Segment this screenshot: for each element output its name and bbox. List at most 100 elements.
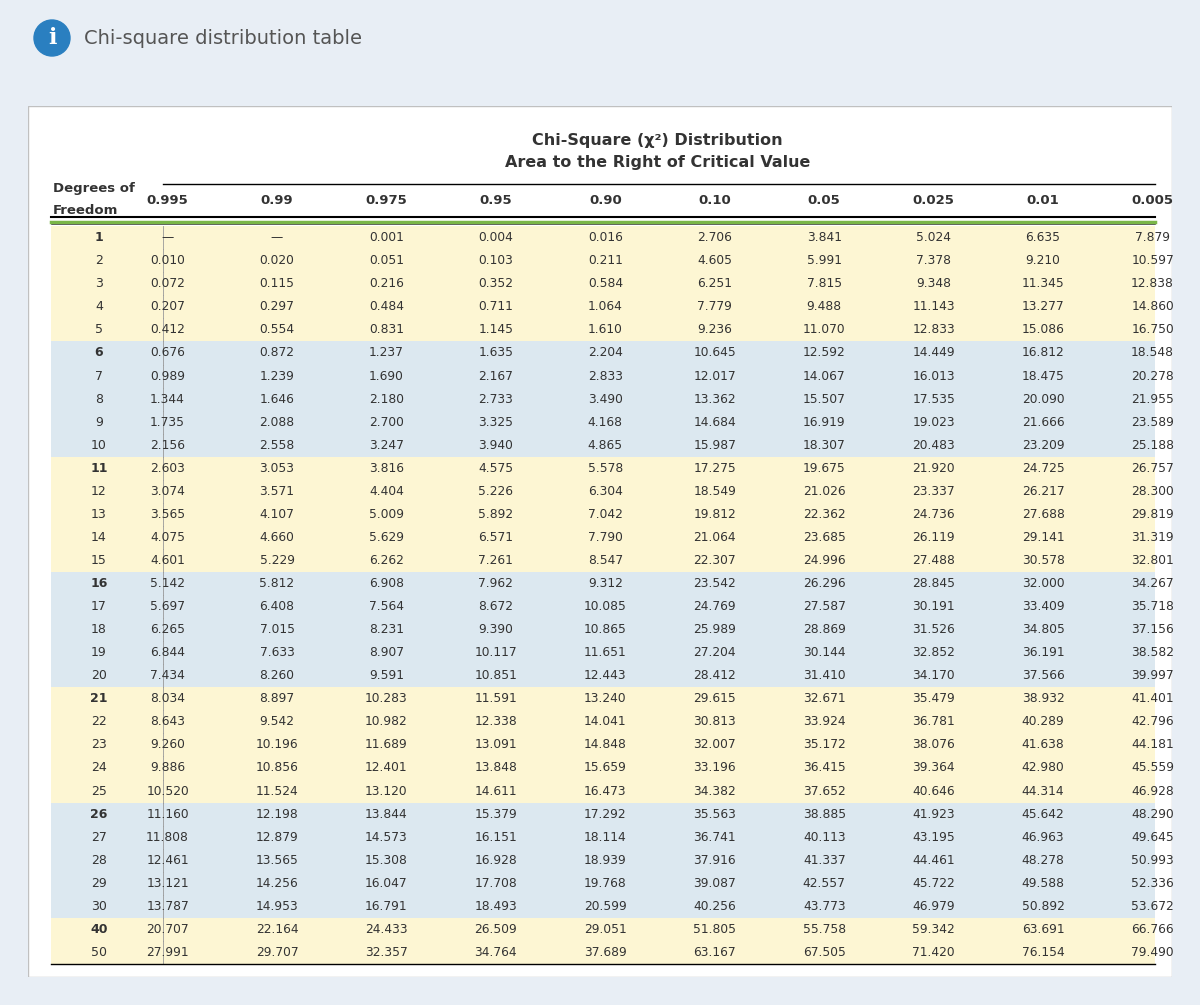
Text: 21.026: 21.026 — [803, 484, 846, 497]
Text: 7.564: 7.564 — [368, 600, 404, 613]
Text: 24.433: 24.433 — [365, 923, 408, 936]
Text: 24.725: 24.725 — [1021, 461, 1064, 474]
Text: 16.013: 16.013 — [912, 370, 955, 383]
Text: 41.337: 41.337 — [803, 853, 846, 866]
Text: 26.119: 26.119 — [912, 531, 955, 544]
Bar — [50, 572, 1154, 595]
Text: 49.588: 49.588 — [1021, 876, 1064, 889]
Text: 3.325: 3.325 — [479, 416, 514, 429]
Bar — [50, 365, 1154, 388]
Text: 0.115: 0.115 — [259, 277, 294, 290]
Text: 16.812: 16.812 — [1021, 347, 1064, 360]
Text: 21.064: 21.064 — [694, 531, 736, 544]
Text: 32.801: 32.801 — [1132, 554, 1174, 567]
Text: 6.251: 6.251 — [697, 277, 732, 290]
Text: 5.629: 5.629 — [368, 531, 404, 544]
Text: 2.088: 2.088 — [259, 416, 294, 429]
Text: 11: 11 — [90, 461, 108, 474]
Text: 0.554: 0.554 — [259, 324, 294, 337]
Text: 17: 17 — [91, 600, 107, 613]
Text: 10.520: 10.520 — [146, 785, 188, 798]
Bar — [50, 803, 1154, 826]
Text: 19.675: 19.675 — [803, 461, 846, 474]
Text: 71.420: 71.420 — [912, 946, 955, 959]
Text: 50.993: 50.993 — [1132, 853, 1174, 866]
Text: 29.615: 29.615 — [694, 692, 736, 706]
Text: 1.145: 1.145 — [479, 324, 514, 337]
Text: 14.067: 14.067 — [803, 370, 846, 383]
Text: 3.074: 3.074 — [150, 484, 185, 497]
Text: 0.95: 0.95 — [480, 194, 512, 207]
Text: 44.181: 44.181 — [1132, 739, 1174, 752]
Text: 12: 12 — [91, 484, 107, 497]
Text: 7.434: 7.434 — [150, 669, 185, 682]
Text: 35.718: 35.718 — [1132, 600, 1174, 613]
Text: 32.357: 32.357 — [365, 946, 408, 959]
Text: 11.070: 11.070 — [803, 324, 846, 337]
Text: 45.642: 45.642 — [1021, 808, 1064, 820]
Text: 13.091: 13.091 — [474, 739, 517, 752]
Text: 30.191: 30.191 — [912, 600, 955, 613]
Bar — [50, 918, 1154, 941]
Text: 4.865: 4.865 — [588, 439, 623, 451]
Text: 7.815: 7.815 — [806, 277, 841, 290]
Text: 50: 50 — [91, 946, 107, 959]
Bar — [50, 595, 1154, 618]
Text: 33.409: 33.409 — [1021, 600, 1064, 613]
Text: 15.987: 15.987 — [694, 439, 737, 451]
Text: 0.872: 0.872 — [259, 347, 294, 360]
Text: 12.017: 12.017 — [694, 370, 736, 383]
Text: 33.196: 33.196 — [694, 762, 736, 775]
Text: 37.156: 37.156 — [1132, 623, 1174, 636]
Text: 5.812: 5.812 — [259, 577, 294, 590]
Text: 14.611: 14.611 — [474, 785, 517, 798]
Text: 29.141: 29.141 — [1021, 531, 1064, 544]
Text: 4.605: 4.605 — [697, 254, 732, 267]
Text: 79.490: 79.490 — [1132, 946, 1174, 959]
Text: 38.885: 38.885 — [803, 808, 846, 820]
Text: 18.114: 18.114 — [584, 831, 626, 843]
Text: 10.597: 10.597 — [1132, 254, 1174, 267]
Text: 8.897: 8.897 — [259, 692, 294, 706]
Text: 2.833: 2.833 — [588, 370, 623, 383]
Text: 29.819: 29.819 — [1132, 508, 1174, 521]
Bar — [50, 664, 1154, 687]
Text: 14.953: 14.953 — [256, 899, 299, 913]
Text: 10: 10 — [91, 439, 107, 451]
Text: 40.256: 40.256 — [694, 899, 736, 913]
Text: 14.449: 14.449 — [912, 347, 955, 360]
Bar — [50, 342, 1154, 365]
Text: 18.548: 18.548 — [1132, 347, 1174, 360]
Text: 16.928: 16.928 — [474, 853, 517, 866]
Text: 15.659: 15.659 — [584, 762, 626, 775]
Text: 25: 25 — [91, 785, 107, 798]
Text: 23: 23 — [91, 739, 107, 752]
Text: 43.195: 43.195 — [912, 831, 955, 843]
Text: 45.559: 45.559 — [1132, 762, 1174, 775]
Text: 5.142: 5.142 — [150, 577, 185, 590]
Text: 19: 19 — [91, 646, 107, 659]
Bar — [50, 319, 1154, 342]
Text: 16: 16 — [90, 577, 108, 590]
Text: 1.237: 1.237 — [370, 347, 404, 360]
Text: 39.997: 39.997 — [1132, 669, 1174, 682]
Text: 46.979: 46.979 — [912, 899, 955, 913]
Text: 4.575: 4.575 — [479, 461, 514, 474]
Text: 13.240: 13.240 — [584, 692, 626, 706]
Text: 63.691: 63.691 — [1021, 923, 1064, 936]
Text: 31.410: 31.410 — [803, 669, 846, 682]
Bar — [50, 826, 1154, 848]
Text: 7.042: 7.042 — [588, 508, 623, 521]
Text: 16.151: 16.151 — [474, 831, 517, 843]
Text: 5.226: 5.226 — [479, 484, 514, 497]
Text: 12.879: 12.879 — [256, 831, 299, 843]
Text: 16.047: 16.047 — [365, 876, 408, 889]
Text: 0.297: 0.297 — [259, 300, 294, 314]
Text: 17.292: 17.292 — [584, 808, 626, 820]
Text: 7.879: 7.879 — [1135, 231, 1170, 244]
Text: 10.856: 10.856 — [256, 762, 299, 775]
Text: 44.314: 44.314 — [1021, 785, 1064, 798]
Text: 0.676: 0.676 — [150, 347, 185, 360]
Text: 37.689: 37.689 — [584, 946, 626, 959]
Bar — [50, 226, 1154, 249]
